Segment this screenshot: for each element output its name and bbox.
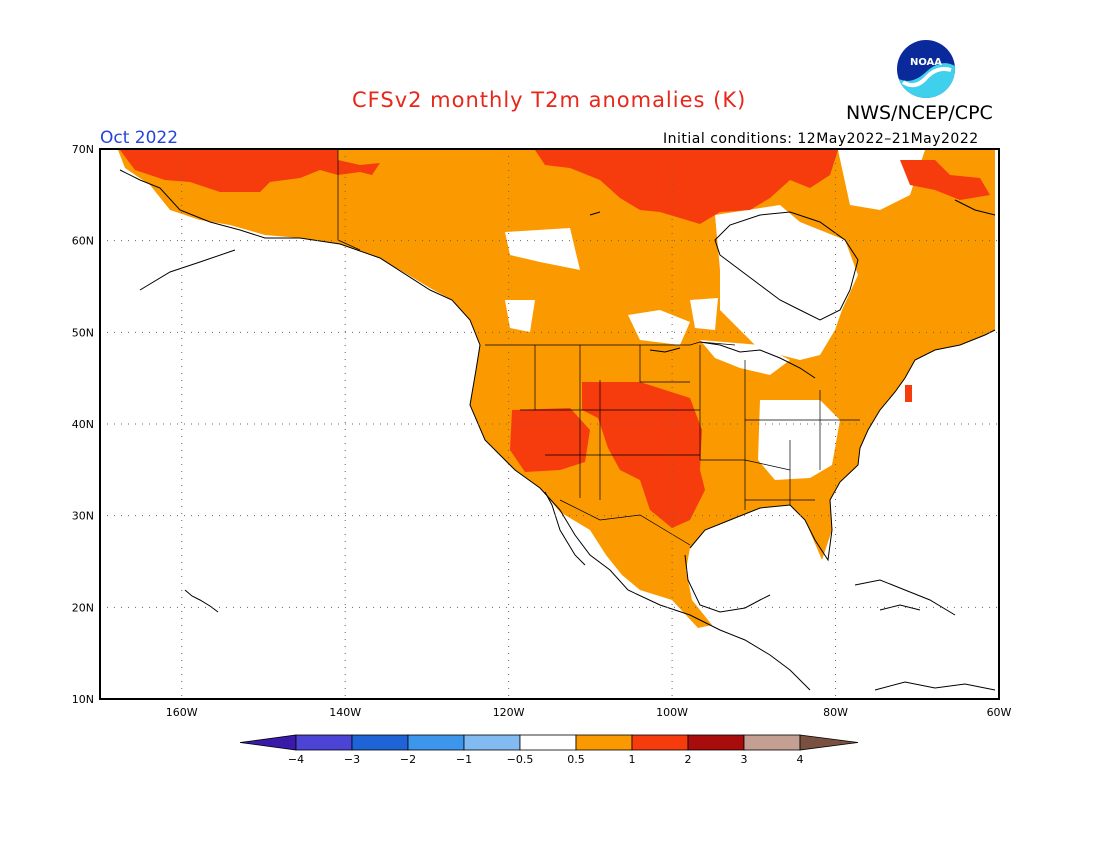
valid-month-label: Oct 2022 [100, 128, 179, 148]
lat-tick-label: 30N [72, 510, 94, 523]
anomaly-red-region [120, 150, 990, 528]
colorbar-label: −1 [456, 753, 472, 766]
map-title: CFSv2 monthly T2m anomalies (K) [352, 88, 747, 112]
lon-tick-label: 160W [166, 706, 198, 719]
colorbar-swatch [743, 734, 801, 751]
lat-tick-label: 60N [72, 235, 94, 248]
map-frame [99, 148, 1000, 700]
lon-tick-label: 140W [329, 706, 361, 719]
colorbar-label: 1 [629, 753, 636, 766]
colorbar: −4 −3 −2 −1 −0.5 0.5 1 2 3 4 [239, 734, 859, 766]
lat-tick-label: 50N [72, 326, 94, 339]
colorbar-label: 4 [797, 753, 804, 766]
logo-text: NOAA [910, 57, 942, 68]
lat-tick-label: 40N [72, 418, 94, 431]
lon-tick-label: 60W [987, 706, 1012, 719]
colorbar-swatch [687, 734, 745, 751]
colorbar-swatch [295, 734, 353, 751]
initial-conditions-label: Initial conditions: 12May2022–21May2022 [663, 131, 979, 147]
colorbar-left-arrow [239, 734, 297, 751]
axis-labels: 70N 60N 50N 40N 30N 20N 10N 160W 140W 120W 100W 80W… [72, 143, 1012, 719]
colorbar-swatch [351, 734, 409, 751]
colorbar-label: −2 [400, 753, 416, 766]
colorbar-label: −3 [344, 753, 360, 766]
colorbar-label: 2 [685, 753, 692, 766]
graticule [100, 149, 999, 699]
lat-tick-label: 20N [72, 601, 94, 614]
coastlines [119, 169, 996, 691]
colorbar-swatch [407, 734, 465, 751]
lat-tick-label: 10N [72, 693, 94, 706]
lon-tick-label: 80W [823, 706, 848, 719]
organization-label: NWS/NCEP/CPC [846, 102, 993, 124]
colorbar-label: −0.5 [507, 753, 534, 766]
colorbar-label: 3 [741, 753, 748, 766]
lon-tick-label: 100W [656, 706, 688, 719]
colorbar-swatch [631, 734, 689, 751]
colorbar-right-arrow [799, 734, 859, 751]
lat-tick-label: 70N [72, 143, 94, 156]
anomaly-neutral-gaps [505, 150, 925, 480]
noaa-logo-icon: NOAA [896, 39, 956, 99]
lon-tick-label: 120W [493, 706, 525, 719]
colorbar-swatch [519, 734, 577, 751]
colorbar-swatch [575, 734, 633, 751]
colorbar-label: 0.5 [567, 753, 585, 766]
colorbar-swatch [463, 734, 521, 751]
political-boundaries [337, 150, 860, 546]
colorbar-label: −4 [288, 753, 304, 766]
